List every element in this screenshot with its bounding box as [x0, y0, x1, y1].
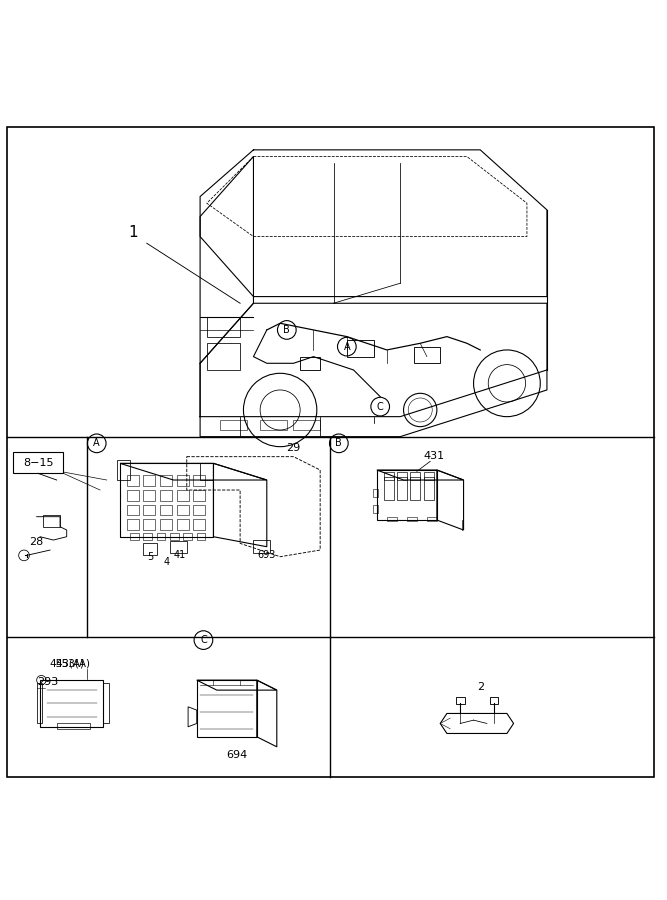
- Bar: [143, 505, 155, 516]
- Bar: [193, 519, 205, 530]
- Text: 293: 293: [37, 677, 59, 687]
- Bar: [397, 472, 407, 480]
- Bar: [143, 544, 157, 555]
- Bar: [43, 515, 60, 526]
- Text: B: B: [336, 438, 342, 448]
- Text: A: A: [344, 342, 350, 352]
- Bar: [160, 505, 172, 516]
- Bar: [143, 534, 152, 540]
- Bar: [183, 534, 192, 540]
- Bar: [13, 452, 63, 473]
- Bar: [410, 477, 420, 500]
- Bar: [37, 683, 42, 724]
- Bar: [414, 346, 440, 364]
- Bar: [197, 534, 205, 540]
- Bar: [424, 477, 434, 500]
- Bar: [117, 460, 130, 480]
- Text: 431: 431: [423, 451, 444, 461]
- Bar: [410, 472, 420, 480]
- Bar: [387, 518, 397, 521]
- Text: 1: 1: [129, 225, 138, 239]
- Bar: [143, 519, 155, 530]
- Bar: [207, 343, 240, 370]
- Bar: [177, 475, 189, 486]
- Bar: [160, 519, 172, 530]
- Bar: [293, 420, 320, 430]
- Bar: [456, 698, 465, 704]
- Bar: [427, 518, 437, 521]
- Bar: [207, 317, 240, 337]
- Bar: [170, 534, 179, 540]
- Text: 41: 41: [174, 550, 186, 560]
- Text: C: C: [377, 401, 384, 411]
- Bar: [397, 477, 407, 500]
- Bar: [177, 490, 189, 500]
- Text: 2: 2: [477, 682, 484, 692]
- Bar: [373, 506, 378, 513]
- Bar: [384, 472, 394, 480]
- Bar: [127, 505, 139, 516]
- Text: C: C: [200, 635, 207, 645]
- Bar: [253, 540, 270, 554]
- Bar: [220, 420, 247, 430]
- Bar: [127, 519, 139, 530]
- Bar: [157, 534, 165, 540]
- Text: B: B: [283, 325, 290, 335]
- Bar: [160, 490, 172, 500]
- Bar: [347, 340, 374, 356]
- Bar: [490, 698, 498, 704]
- Text: 453(A): 453(A): [49, 659, 84, 669]
- Bar: [260, 420, 287, 430]
- Bar: [407, 518, 417, 521]
- Text: 693: 693: [257, 550, 276, 560]
- Bar: [143, 490, 155, 500]
- Text: A: A: [93, 438, 100, 448]
- Bar: [177, 505, 189, 516]
- Text: 4: 4: [163, 557, 170, 567]
- Bar: [193, 490, 205, 500]
- Text: 29: 29: [286, 443, 301, 453]
- Text: 5: 5: [147, 552, 153, 562]
- Bar: [177, 519, 189, 530]
- Bar: [127, 475, 139, 486]
- Bar: [193, 505, 205, 516]
- Bar: [103, 683, 109, 724]
- Bar: [200, 464, 213, 480]
- Text: 453(A): 453(A): [56, 659, 91, 669]
- Bar: [130, 534, 139, 540]
- Bar: [193, 475, 205, 486]
- Bar: [170, 542, 187, 554]
- Text: 8−15: 8−15: [23, 458, 53, 468]
- Bar: [424, 472, 434, 480]
- Bar: [384, 477, 394, 500]
- Bar: [373, 489, 378, 497]
- Text: 694: 694: [226, 751, 247, 760]
- Text: 28: 28: [29, 536, 44, 546]
- Bar: [57, 724, 90, 729]
- Bar: [127, 490, 139, 500]
- Bar: [300, 356, 320, 370]
- Bar: [160, 475, 172, 486]
- Bar: [143, 475, 155, 486]
